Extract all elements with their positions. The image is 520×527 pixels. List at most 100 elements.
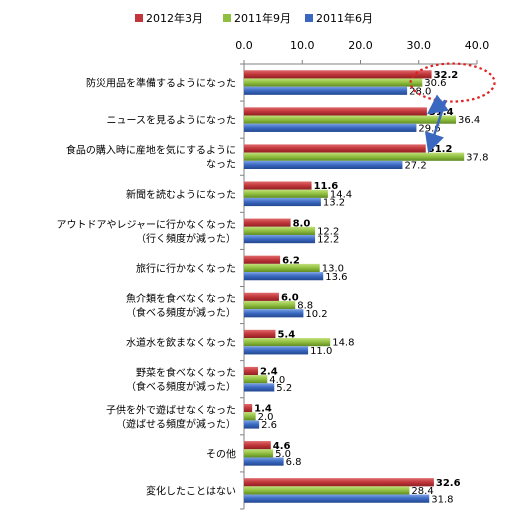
category-label: 子供を外で遊ばせなくなった <box>106 403 236 416</box>
bar <box>244 86 408 95</box>
data-label: 12.2 <box>317 226 339 237</box>
data-label: 5.0 <box>275 449 291 460</box>
bar <box>244 255 281 264</box>
bar <box>244 375 268 384</box>
legend-label-1: 2011年9月 <box>234 11 291 25</box>
data-label: 14.8 <box>332 338 354 349</box>
category-label: 野菜を食べなくなった <box>136 366 236 379</box>
bar <box>244 403 253 413</box>
x-tick-label: 20.0 <box>348 39 373 52</box>
bar <box>244 263 320 273</box>
data-label: 10.2 <box>305 309 327 320</box>
data-label: 29.6 <box>418 123 440 134</box>
bar <box>244 226 316 235</box>
bar <box>244 329 276 339</box>
legend-swatch-0 <box>135 14 143 22</box>
category-label: その他 <box>206 447 236 460</box>
data-label: 37.8 <box>466 152 488 163</box>
category-label: 変化したことはない <box>146 484 236 497</box>
data-label: 36.4 <box>458 115 480 126</box>
bar <box>244 218 291 227</box>
data-label: 6.0 <box>281 292 299 303</box>
category-label: 旅行に行かなくなった <box>136 262 236 275</box>
data-label: 28.0 <box>409 86 431 97</box>
data-label: 28.4 <box>411 486 433 497</box>
data-label: 8.8 <box>297 301 313 312</box>
category-label: （遊ばせる頻度が減った） <box>116 417 236 430</box>
bar <box>244 115 457 124</box>
category-label: 水道水を飲まなくなった <box>126 336 236 349</box>
data-label: 32.6 <box>436 478 461 489</box>
bar <box>244 383 275 392</box>
bar <box>244 292 279 301</box>
bars <box>244 70 465 503</box>
data-label: 13.6 <box>325 272 347 283</box>
data-label: 11.6 <box>314 181 339 192</box>
data-label: 11.0 <box>310 346 332 357</box>
data-label: 4.6 <box>273 441 291 452</box>
bar <box>244 457 284 466</box>
data-label: 2.6 <box>261 420 277 431</box>
legend-label-2: 2011年6月 <box>316 11 373 25</box>
bar <box>244 449 274 458</box>
bar <box>244 420 260 429</box>
data-label: 8.0 <box>293 218 311 229</box>
bar <box>244 272 324 281</box>
bar <box>244 300 296 310</box>
annotations <box>409 62 496 154</box>
data-labels: 32.230.628.031.436.429.631.237.827.211.6… <box>254 70 488 505</box>
annotation-arrow <box>426 94 449 115</box>
bar <box>244 181 312 190</box>
bar <box>244 366 258 376</box>
bar <box>244 144 426 153</box>
legend: 2012年3月 2011年9月 2011年6月 <box>135 11 373 25</box>
bar <box>244 197 321 207</box>
bar <box>244 346 309 355</box>
legend-swatch-2 <box>305 14 313 22</box>
data-label: 2.4 <box>260 367 278 378</box>
legend-swatch-1 <box>223 14 231 22</box>
data-label: 5.2 <box>276 383 292 394</box>
data-label: 31.8 <box>431 494 453 505</box>
bar <box>244 234 316 244</box>
legend-label-0: 2012年3月 <box>146 11 203 25</box>
data-label: 32.2 <box>434 70 459 81</box>
highlight-ellipse <box>409 62 496 103</box>
x-axis-ticks: 0.0 10.0 20.0 30.0 40.0 <box>235 39 489 64</box>
data-label: 6.8 <box>286 457 302 468</box>
data-label: 12.2 <box>317 235 339 246</box>
x-tick-label: 0.0 <box>235 39 253 52</box>
bar <box>244 189 328 198</box>
category-label: （食べる頻度が減った） <box>126 380 236 393</box>
bar <box>244 152 465 161</box>
bar <box>244 78 423 87</box>
data-label: 27.2 <box>404 161 426 172</box>
data-label: 13.2 <box>323 198 345 209</box>
bar <box>244 494 430 503</box>
bar <box>244 338 331 347</box>
data-label: 4.0 <box>269 375 285 386</box>
category-label: 新聞を読むようになった <box>126 188 236 201</box>
bar <box>244 107 427 116</box>
bar <box>244 486 410 495</box>
category-label: 魚介類を食べなくなった <box>126 292 236 305</box>
data-label: 1.4 <box>254 404 272 415</box>
data-label: 6.2 <box>282 255 300 266</box>
bar <box>244 160 403 170</box>
x-tick-label: 10.0 <box>290 39 315 52</box>
category-label: 食品の購入時に産地を気にするように <box>66 144 236 157</box>
data-label: 5.4 <box>277 330 295 341</box>
x-tick-label: 40.0 <box>465 39 490 52</box>
data-label: 13.0 <box>322 264 344 275</box>
bar <box>244 441 271 450</box>
category-label: なった <box>206 159 236 171</box>
bar <box>244 478 434 487</box>
category-labels: 防災用品を準備するようになったニュースを見るようになった食品の購入時に産地を気に… <box>57 77 237 498</box>
category-label: （食べる頻度が減った） <box>126 306 236 319</box>
category-label: （行く頻度が減った） <box>136 232 236 245</box>
category-label: ニュースを見るようになった <box>107 115 237 127</box>
x-tick-label: 30.0 <box>407 39 432 52</box>
bar <box>244 123 417 132</box>
category-label: アウトドアやレジャーに行かなくなった <box>57 218 237 231</box>
